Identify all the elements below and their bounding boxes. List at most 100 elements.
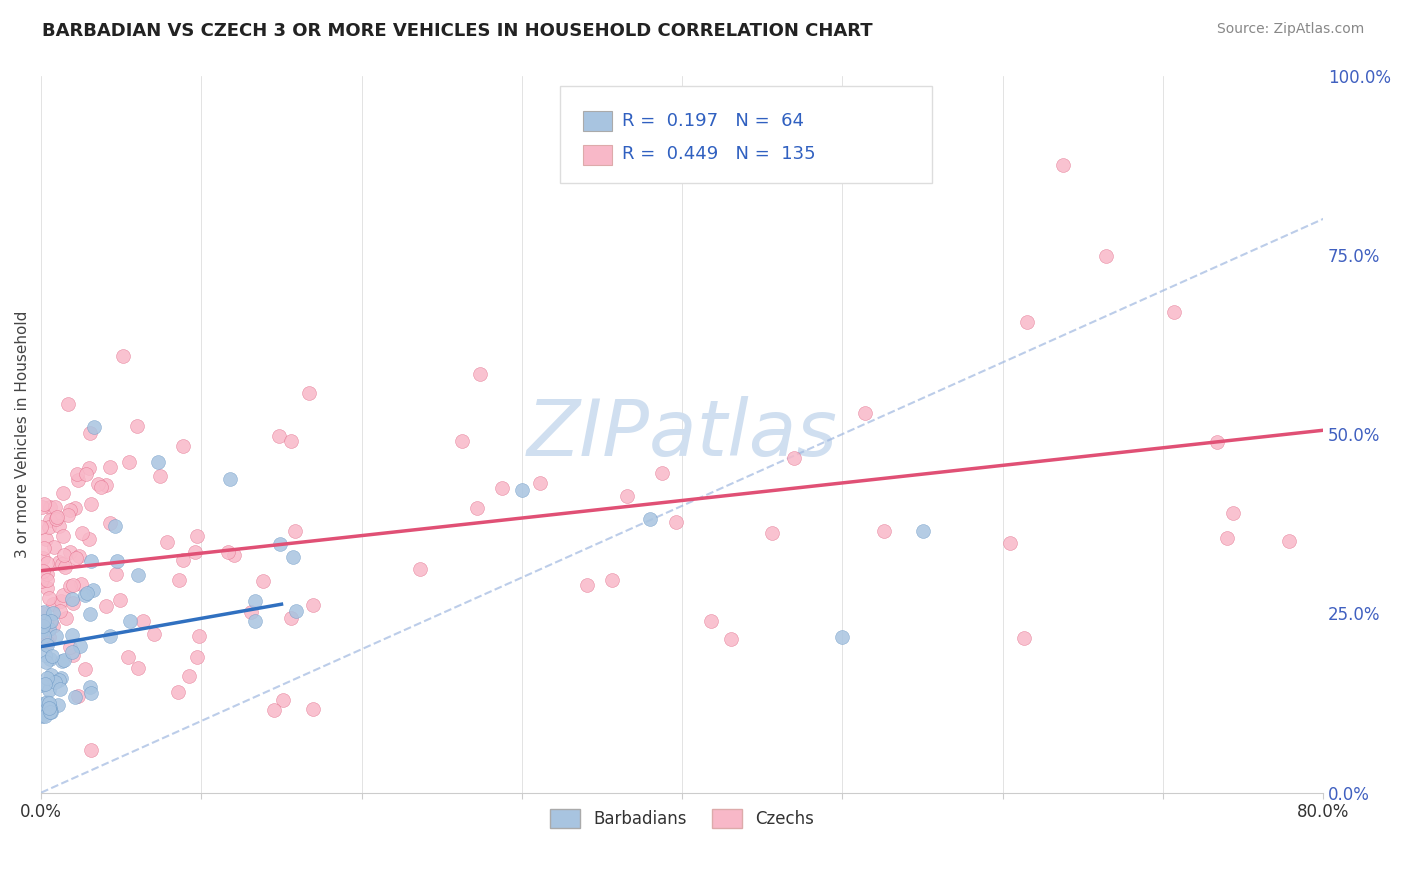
Point <box>79 607 101 621</box>
Point <box>529 476 551 491</box>
Text: Source: ZipAtlas.com: Source: ZipAtlas.com <box>1216 22 1364 37</box>
Point <box>59 502 82 516</box>
Point <box>66 467 89 481</box>
Point <box>79 425 101 440</box>
Point <box>911 524 934 539</box>
Point <box>39 614 62 628</box>
Point <box>59 545 82 559</box>
Point <box>31 500 53 514</box>
Point <box>298 386 321 401</box>
Point <box>118 455 141 469</box>
Point <box>1215 531 1237 545</box>
Point <box>42 540 65 554</box>
Point <box>409 562 432 576</box>
Point <box>49 681 72 696</box>
Point <box>38 512 60 526</box>
Point <box>240 605 263 619</box>
Point <box>263 703 285 717</box>
Point <box>70 577 93 591</box>
Point <box>252 574 274 589</box>
Point <box>172 552 194 566</box>
Point <box>576 578 599 592</box>
Point <box>855 406 877 420</box>
Bar <box>583 145 612 165</box>
Point <box>142 626 165 640</box>
Legend: Barbadians, Czechs: Barbadians, Czechs <box>544 802 821 835</box>
Point <box>302 598 325 612</box>
Point <box>53 653 76 667</box>
Point <box>269 537 291 551</box>
Point <box>219 472 242 486</box>
Point <box>56 508 79 523</box>
Point <box>65 550 87 565</box>
Point <box>167 684 190 698</box>
Point <box>49 594 72 608</box>
Point <box>52 588 75 602</box>
Point <box>35 671 58 685</box>
Point <box>44 500 66 514</box>
Point <box>46 698 69 712</box>
Point <box>30 574 52 589</box>
Point <box>638 511 661 525</box>
FancyBboxPatch shape <box>561 87 932 183</box>
Point <box>41 649 63 664</box>
Point <box>35 635 58 649</box>
Point <box>87 477 110 491</box>
Point <box>491 481 513 495</box>
Point <box>38 705 60 719</box>
Point <box>31 697 53 711</box>
Point <box>31 606 53 620</box>
Point <box>56 397 79 411</box>
Point <box>188 629 211 643</box>
Point <box>39 701 62 715</box>
Point <box>44 674 66 689</box>
Point <box>700 614 723 628</box>
Point <box>104 518 127 533</box>
Point <box>38 591 60 606</box>
Point <box>98 460 121 475</box>
Point <box>39 705 62 719</box>
Point <box>217 544 239 558</box>
Point <box>80 743 103 757</box>
Point <box>38 696 60 710</box>
Point <box>32 605 55 619</box>
Point <box>42 619 65 633</box>
Point <box>651 466 673 480</box>
Point <box>52 529 75 543</box>
Point <box>55 611 77 625</box>
Bar <box>583 112 612 131</box>
Point <box>34 648 56 662</box>
Point <box>76 586 98 600</box>
Text: ZIPatlas: ZIPatlas <box>527 396 838 472</box>
Point <box>30 519 52 533</box>
Point <box>782 451 804 466</box>
Point <box>39 651 62 665</box>
Point <box>38 700 60 714</box>
Point <box>156 534 179 549</box>
Point <box>31 551 53 566</box>
Point <box>53 548 76 562</box>
Point <box>32 619 55 633</box>
Point <box>48 673 70 687</box>
Point <box>35 615 58 629</box>
Point <box>63 500 86 515</box>
Point <box>34 708 56 723</box>
Point <box>77 532 100 546</box>
Point <box>30 633 52 648</box>
Point <box>111 349 134 363</box>
Point <box>59 640 82 655</box>
Point <box>146 455 169 469</box>
Point <box>34 677 56 691</box>
Point <box>35 655 58 669</box>
Point <box>186 649 208 664</box>
Point <box>90 480 112 494</box>
Point <box>32 541 55 556</box>
Point <box>301 702 323 716</box>
Point <box>45 629 67 643</box>
Point <box>48 555 70 569</box>
Point <box>32 497 55 511</box>
Point <box>96 599 118 613</box>
Point <box>75 467 97 481</box>
Point <box>60 628 83 642</box>
Point <box>31 678 53 692</box>
